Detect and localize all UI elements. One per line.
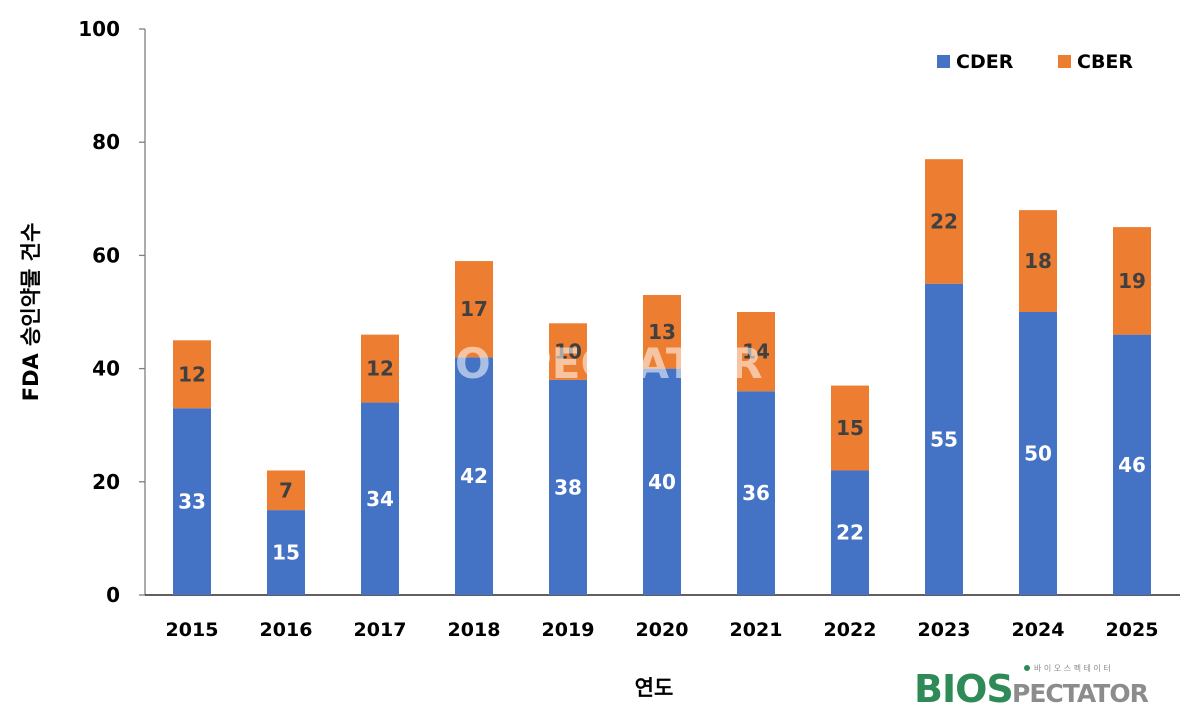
bar-segment-cber	[173, 340, 211, 409]
x-tick-label: 2022	[824, 619, 877, 641]
x-tick-label: 2016	[260, 619, 313, 641]
bar-segment-cder	[361, 402, 399, 595]
data-label-cder: 33	[178, 490, 206, 514]
bar-segment-cber	[455, 261, 493, 358]
bar-group-2020: 40 13	[643, 295, 681, 595]
bar-group-2017: 34 12	[361, 334, 399, 595]
data-label-cber: 10	[554, 340, 582, 364]
y-ticks: 0 20 40 60 80 100	[78, 17, 145, 607]
legend-item-cder: CDER	[937, 51, 1014, 73]
bar-segment-cber	[925, 159, 963, 284]
bar-group-2016: 15 7	[267, 470, 305, 595]
data-label-cber: 15	[836, 416, 864, 440]
y-tick-label: 80	[92, 130, 120, 154]
bar-segment-cder	[831, 470, 869, 595]
y-tick-label: 0	[106, 583, 120, 607]
x-tick-label: 2020	[636, 619, 689, 641]
bar-segment-cber	[549, 323, 587, 380]
data-label-cber: 18	[1024, 249, 1052, 273]
bar-group-2023: 55 22	[925, 159, 963, 595]
bar-segment-cder	[1113, 334, 1151, 595]
bar-segment-cber	[267, 470, 305, 511]
x-tick-label: 2023	[918, 619, 971, 641]
data-label-cder: 46	[1118, 453, 1146, 477]
data-label-cber: 13	[648, 320, 676, 344]
bar-segment-cber	[831, 385, 869, 471]
bar-group-2018: 42 17	[455, 261, 493, 595]
logo-korean: 바 이 오 스 펙 테 이 터	[1034, 663, 1111, 673]
y-axis-title: FDA 승인약물 건수	[19, 223, 43, 402]
data-label-cber: 19	[1118, 269, 1146, 293]
cder-swatch-icon	[937, 55, 950, 68]
bar-segment-cder	[925, 283, 963, 595]
bar-segment-cber	[737, 312, 775, 392]
logo-bios: BIOS	[914, 667, 1013, 711]
bar-segment-cder	[173, 408, 211, 595]
bar-group-2021: 36 14	[737, 312, 775, 595]
data-label-cber: 12	[178, 362, 206, 386]
x-tick-label: 2024	[1012, 619, 1065, 641]
bars: 33 12 15 7 34 12 42 17 38 10 40 13 36 14 22 15 55 22 50 18 4…	[173, 159, 1151, 595]
bar-group-2024: 50 18	[1019, 210, 1057, 595]
x-tick-label: 2021	[730, 619, 783, 641]
data-label-cber: 12	[366, 357, 394, 381]
bar-segment-cber	[361, 334, 399, 403]
data-label-cder: 22	[836, 521, 864, 545]
bar-segment-cder	[549, 379, 587, 595]
x-ticks: 2015 2016 2017 2018 2019 2020 2021 2022 2023 2024…	[166, 619, 1159, 641]
data-label-cder: 34	[366, 487, 394, 511]
data-label-cder: 40	[648, 470, 676, 494]
data-label-cber: 17	[460, 297, 488, 321]
y-tick-label: 60	[92, 243, 120, 267]
legend-label-cber: CBER	[1077, 51, 1133, 73]
data-label-cder: 42	[460, 464, 488, 488]
data-label-cber: 22	[930, 209, 958, 233]
x-tick-label: 2018	[448, 619, 501, 641]
data-label-cder: 36	[742, 481, 770, 505]
watermark-center: BIOSPECTATOR	[407, 339, 762, 388]
bar-segment-cder	[267, 510, 305, 595]
x-tick-label: 2019	[542, 619, 595, 641]
legend-item-cber: CBER	[1058, 51, 1133, 73]
bar-segment-cder	[455, 357, 493, 595]
bar-segment-cder	[643, 368, 681, 595]
data-label-cder: 50	[1024, 442, 1052, 466]
x-tick-label: 2025	[1106, 619, 1159, 641]
data-label-cber: 14	[742, 340, 770, 364]
x-tick-label: 2015	[166, 619, 219, 641]
y-tick-label: 20	[92, 470, 120, 494]
data-label-cder: 38	[554, 475, 582, 499]
logo-dot-icon	[1024, 665, 1030, 671]
legend: CDER CBER	[937, 51, 1133, 73]
bar-segment-cber	[1019, 210, 1057, 312]
data-label-cber: 7	[279, 478, 293, 502]
bar-segment-cder	[737, 391, 775, 595]
cber-swatch-icon	[1058, 55, 1071, 68]
y-tick-label: 100	[78, 17, 120, 41]
bar-segment-cder	[1019, 312, 1057, 595]
bar-group-2022: 22 15	[831, 385, 869, 595]
bar-group-2025: 46 19	[1113, 227, 1151, 595]
bar-segment-cber	[643, 295, 681, 369]
data-label-cder: 55	[930, 427, 958, 451]
bar-group-2015: 33 12	[173, 340, 211, 595]
bar-segment-cber	[1113, 227, 1151, 335]
y-tick-label: 40	[92, 357, 120, 381]
legend-label-cder: CDER	[956, 51, 1014, 73]
x-axis-title: 연도	[635, 676, 674, 700]
data-label-cder: 15	[272, 541, 300, 565]
x-tick-label: 2017	[354, 619, 407, 641]
biospectator-logo: BIOS PECTATOR 바 이 오 스 펙 테 이 터	[914, 663, 1150, 711]
logo-pectator: PECTATOR	[1012, 679, 1149, 708]
bar-group-2019: 38 10	[549, 323, 587, 595]
